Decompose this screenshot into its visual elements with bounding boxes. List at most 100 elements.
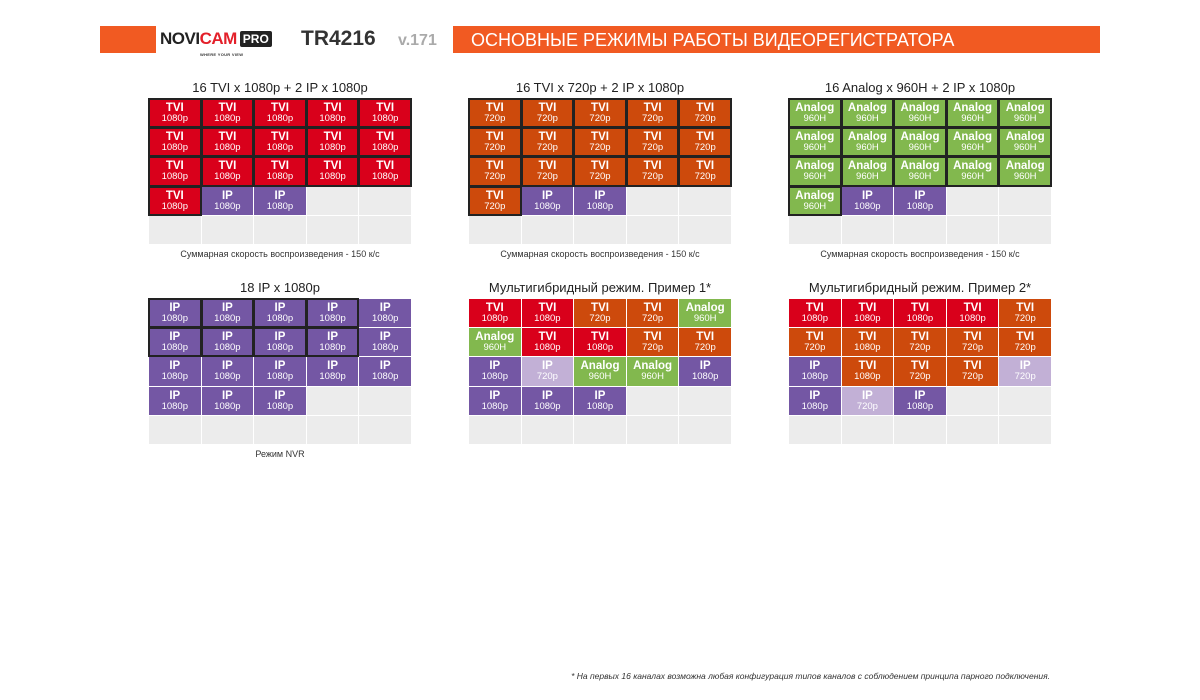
channel-type: Analog bbox=[953, 102, 993, 115]
channel-cell: TVI 1080p bbox=[200, 127, 255, 158]
channel-type: TVI bbox=[271, 160, 289, 173]
empty-channel-cell bbox=[359, 386, 411, 415]
channel-resolution: 1080p bbox=[214, 371, 241, 383]
channel-type: TVI bbox=[485, 102, 504, 115]
channel-cell: IP 1080p bbox=[894, 386, 946, 415]
channel-type: TVI bbox=[963, 331, 982, 344]
channel-type: IP bbox=[861, 189, 873, 202]
channel-cell: Analog 960H bbox=[998, 156, 1052, 187]
empty-channel-cell bbox=[306, 215, 359, 244]
channel-resolution: 960H bbox=[856, 171, 879, 183]
channel-type: IP bbox=[1019, 360, 1031, 373]
channel-grid: Analog 960H Analog 960H Analog 960H Analog 960H… bbox=[788, 97, 1052, 244]
channel-resolution: 1080p bbox=[161, 142, 188, 154]
channel-grid: TVI 1080p TVI 1080p TVI 1080p TVI 1080p TVI 1080p… bbox=[148, 97, 412, 244]
channel-type: IP bbox=[221, 389, 233, 402]
channel-resolution: 720p bbox=[484, 113, 506, 125]
channel-cell: Analog 960H bbox=[945, 97, 1000, 129]
title-bar: ОСНОВНЫЕ РЕЖИМЫ РАБОТЫ ВИДЕОРЕГИСТРАТОРА bbox=[453, 26, 1100, 53]
channel-resolution: 1080p bbox=[534, 313, 561, 325]
channel-cell: IP 1080p bbox=[305, 327, 360, 358]
channel-type: Analog bbox=[1005, 102, 1045, 115]
channel-resolution: 960H bbox=[803, 171, 827, 183]
channel-cell: TVI 720p bbox=[468, 156, 522, 187]
channel-resolution: 1080p bbox=[266, 313, 294, 325]
empty-channel-cell bbox=[789, 415, 841, 444]
channel-cell: TVI 720p bbox=[573, 127, 627, 158]
channel-cell: TVI 1080p bbox=[574, 328, 626, 357]
channel-resolution: 1080p bbox=[959, 313, 986, 325]
channel-resolution: 960H bbox=[908, 142, 932, 154]
channel-type: TVI bbox=[696, 331, 715, 344]
empty-channel-cell bbox=[999, 415, 1051, 444]
channel-type: TVI bbox=[376, 160, 395, 173]
channel-type: IP bbox=[327, 302, 339, 315]
channel-resolution: 960H bbox=[803, 142, 827, 154]
channel-type: TVI bbox=[485, 160, 504, 173]
channel-resolution: 1080p bbox=[319, 342, 346, 354]
channel-resolution: 720p bbox=[962, 342, 984, 354]
channel-type: TVI bbox=[591, 131, 609, 144]
channel-type: IP bbox=[221, 302, 233, 315]
channel-resolution: 1080p bbox=[161, 371, 188, 383]
channel-resolution: 1080p bbox=[371, 342, 399, 354]
channel-resolution: 1080p bbox=[854, 200, 881, 212]
channel-cell: IP 1080p bbox=[149, 357, 201, 386]
channel-resolution: 960H bbox=[1013, 142, 1037, 154]
channel-resolution: 1080p bbox=[534, 342, 561, 354]
channel-resolution: 720p bbox=[694, 171, 716, 183]
channel-resolution: 720p bbox=[804, 342, 826, 354]
channel-resolution: 1080p bbox=[161, 342, 188, 354]
channel-cell: TVI 720p bbox=[468, 127, 522, 158]
channel-type: TVI bbox=[911, 360, 929, 373]
channel-type: IP bbox=[541, 360, 553, 373]
channel-resolution: 720p bbox=[909, 342, 931, 354]
channel-type: TVI bbox=[323, 102, 342, 115]
channel-type: TVI bbox=[323, 160, 342, 173]
channel-type: TVI bbox=[963, 360, 982, 373]
channel-cell: TVI 720p bbox=[520, 127, 575, 158]
channel-type: IP bbox=[861, 389, 873, 402]
channel-cell: Analog 960H bbox=[788, 156, 842, 187]
channel-cell: Analog 960H bbox=[626, 357, 679, 386]
channel-resolution: 1080p bbox=[371, 371, 399, 383]
channel-resolution: 1080p bbox=[371, 171, 399, 183]
channel-type: IP bbox=[221, 331, 233, 344]
channel-resolution: 1080p bbox=[534, 200, 561, 212]
channel-resolution: 1080p bbox=[266, 200, 294, 212]
channel-resolution: 1080p bbox=[854, 371, 881, 383]
empty-channel-cell bbox=[679, 215, 731, 244]
channel-resolution: 1080p bbox=[319, 171, 346, 183]
channel-resolution: 1080p bbox=[481, 400, 508, 412]
channel-resolution: 720p bbox=[589, 113, 611, 125]
empty-channel-cell bbox=[946, 215, 999, 244]
channel-cell: IP 1080p bbox=[200, 297, 255, 329]
empty-channel-cell bbox=[149, 415, 201, 444]
channel-cell: Analog 960H bbox=[893, 127, 947, 158]
channel-resolution: 1080p bbox=[691, 371, 719, 383]
channel-type: IP bbox=[699, 360, 711, 373]
empty-channel-cell bbox=[999, 386, 1051, 415]
channel-resolution: 960H bbox=[961, 113, 984, 125]
empty-channel-cell bbox=[841, 215, 894, 244]
channel-cell: IP 1080p bbox=[201, 186, 254, 215]
channel-resolution: 960H bbox=[856, 142, 879, 154]
channel-cell: IP 1080p bbox=[894, 186, 946, 215]
novicam-pro-logo: NOVICAM WHERE YOUR VIEW PRO bbox=[160, 30, 272, 57]
version-label: v.171 bbox=[398, 32, 437, 49]
channel-cell: IP 1080p bbox=[521, 386, 574, 415]
channel-resolution: 1080p bbox=[906, 200, 934, 212]
empty-channel-cell bbox=[626, 215, 679, 244]
channel-type: Analog bbox=[685, 302, 725, 315]
channel-cell: TVI 1080p bbox=[200, 97, 255, 129]
channel-cell: TVI 720p bbox=[573, 97, 627, 129]
channel-cell: IP 720p bbox=[521, 357, 574, 386]
channel-type: IP bbox=[327, 331, 339, 344]
channel-cell: TVI 720p bbox=[894, 357, 946, 386]
mode-title: Мультигибридный режим. Пример 2* bbox=[808, 280, 1032, 295]
channel-resolution: 720p bbox=[589, 313, 611, 325]
channel-cell: TVI 1080p bbox=[469, 299, 521, 328]
channel-type: IP bbox=[809, 389, 821, 402]
channel-cell: IP 1080p bbox=[306, 357, 359, 386]
channel-resolution: 1080p bbox=[586, 200, 614, 212]
